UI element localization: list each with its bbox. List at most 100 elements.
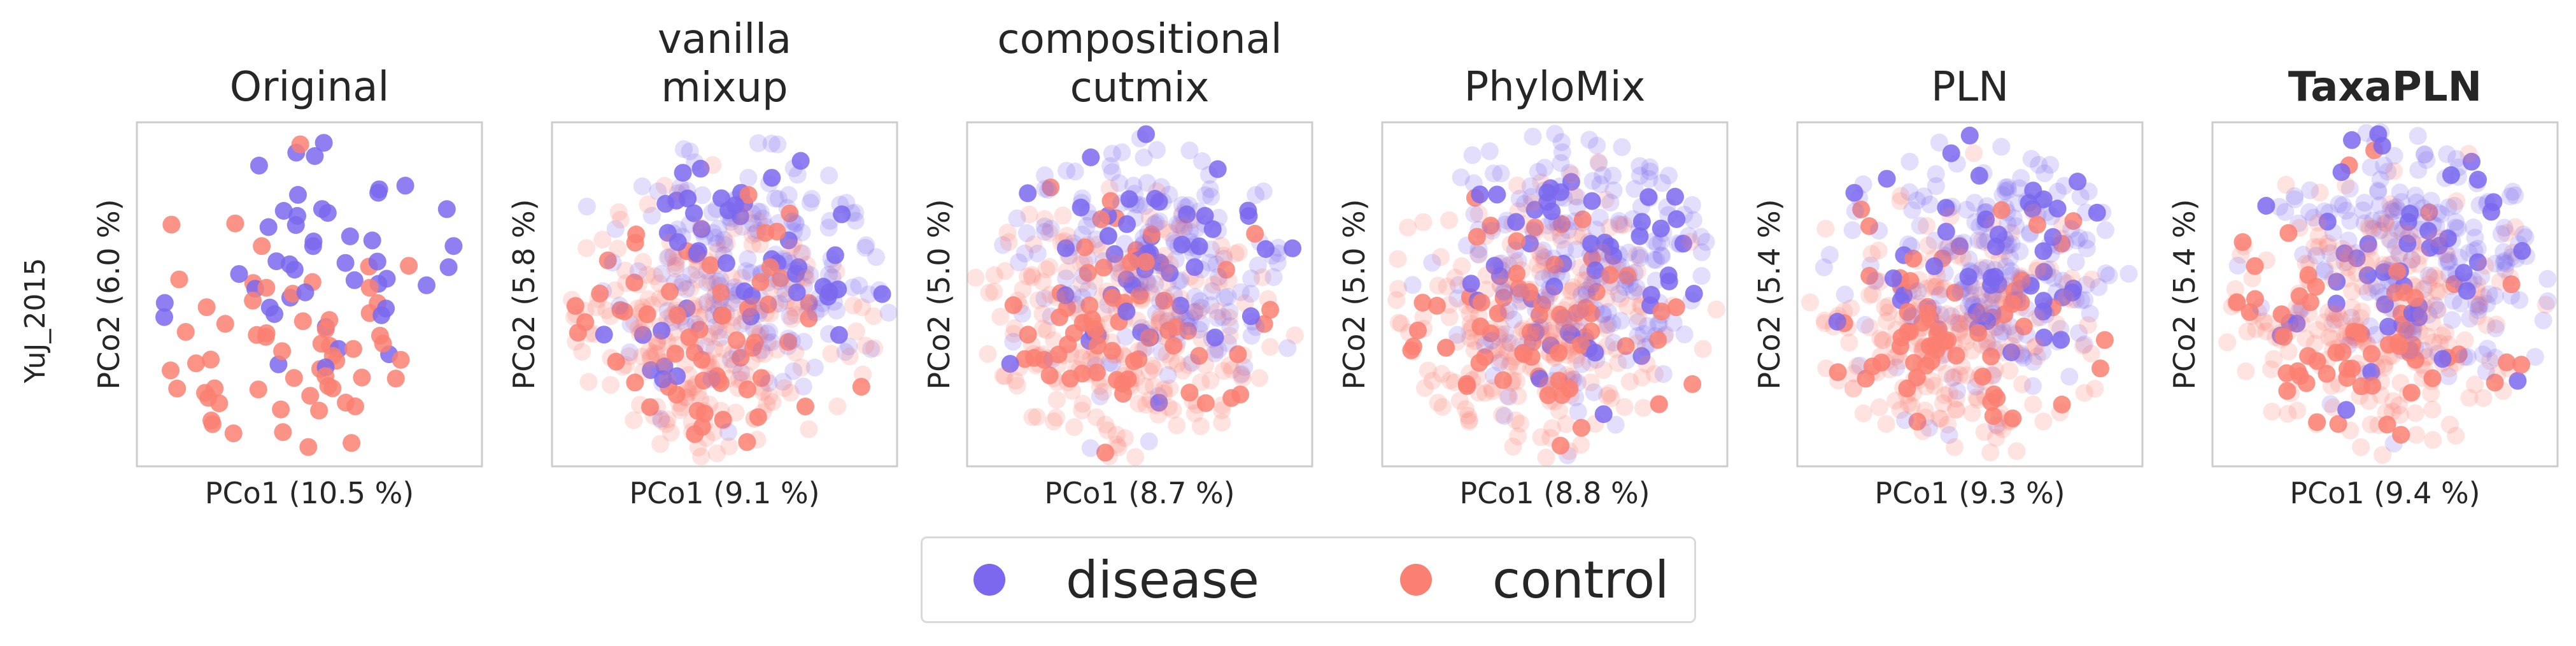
point-control (1179, 356, 1198, 375)
point-disease (2479, 340, 2496, 358)
point-control (1110, 269, 1129, 287)
point-disease (2438, 253, 2456, 271)
point-disease (1583, 275, 1601, 293)
panel-title-line: TaxaPLN (2288, 64, 2482, 111)
point-disease (1122, 194, 1140, 212)
point-control (666, 259, 684, 278)
point-control (2012, 298, 2030, 316)
point-control (648, 345, 666, 364)
point-disease (2534, 311, 2552, 329)
point-disease (1959, 297, 1978, 315)
point-control (1937, 364, 1956, 383)
point-control (2398, 385, 2417, 403)
point-control (1901, 272, 1920, 290)
y-axis-label: PCo2 (5.4 %) (2167, 199, 2202, 389)
point-control (1057, 300, 1075, 318)
point-disease (2394, 220, 2412, 238)
point-control (2279, 405, 2297, 423)
point-disease (1181, 238, 1200, 257)
point-control (1058, 288, 1077, 306)
point-disease (2316, 261, 2334, 279)
point-control (2480, 352, 2499, 370)
point-control (669, 248, 687, 267)
point-disease (2447, 213, 2465, 231)
point-control (1472, 293, 1490, 312)
point-control (374, 334, 392, 353)
point-disease (1993, 322, 2012, 341)
point-control (2360, 376, 2378, 394)
point-control (2498, 353, 2516, 371)
point-control (2005, 341, 2023, 360)
point-disease (788, 166, 807, 184)
point-control (658, 410, 677, 429)
point-control (1576, 271, 1595, 290)
point-disease (2416, 145, 2433, 164)
point-control (1168, 311, 1185, 329)
point-control (274, 423, 292, 441)
point-control (1543, 419, 1561, 437)
point-control (2330, 309, 2349, 327)
point-control (642, 347, 660, 366)
point-control (1938, 305, 1957, 323)
point-disease (682, 266, 700, 284)
point-disease (1629, 327, 1647, 345)
point-control (2053, 396, 2071, 413)
points-group (1801, 126, 2138, 462)
point-disease (1150, 394, 1168, 412)
point-control (2456, 331, 2474, 350)
point-disease (770, 294, 788, 313)
point-disease (1580, 131, 1599, 149)
point-control (1568, 227, 1587, 245)
point-control (639, 195, 657, 213)
point-disease (2468, 240, 2487, 258)
point-control (1936, 386, 1954, 405)
point-control (763, 393, 782, 412)
point-control (1157, 345, 1176, 364)
point-control (1801, 293, 1819, 312)
point-disease (611, 296, 629, 315)
point-control (346, 397, 364, 415)
point-disease (1448, 326, 1467, 344)
point-control (1477, 266, 1496, 284)
point-disease (779, 186, 798, 205)
point-disease (1215, 289, 1234, 307)
point-disease (1667, 210, 1686, 228)
point-disease (1001, 355, 1019, 373)
point-control (2352, 377, 2370, 396)
point-control (2537, 296, 2555, 314)
point-disease (2002, 262, 2020, 280)
point-disease (1578, 285, 1596, 303)
point-control (2384, 392, 2402, 410)
point-disease (677, 280, 695, 298)
point-disease (681, 142, 699, 161)
point-control (1204, 275, 1222, 294)
point-control (1463, 319, 1481, 337)
point-disease (2032, 192, 2051, 210)
point-control (2402, 384, 2421, 402)
point-disease (2304, 208, 2323, 227)
point-disease (1572, 285, 1590, 304)
point-control (1848, 357, 1867, 375)
point-disease (2081, 305, 2099, 323)
point-control (1567, 347, 1585, 364)
point-disease (1568, 198, 1587, 217)
point-control (2391, 373, 2410, 392)
point-disease (1586, 261, 1604, 280)
point-control (1582, 305, 1601, 322)
point-disease (1506, 241, 1524, 259)
point-disease (721, 350, 740, 368)
point-disease (1120, 190, 1138, 208)
point-disease (758, 324, 776, 343)
point-disease (2450, 248, 2468, 266)
point-control (1936, 344, 1955, 362)
point-disease (345, 271, 364, 289)
point-disease (2030, 155, 2048, 174)
point-disease (2358, 266, 2377, 284)
point-control (2488, 315, 2506, 334)
point-disease (1166, 250, 1185, 269)
point-disease (1583, 192, 1601, 210)
point-control (759, 295, 777, 313)
point-disease (1552, 133, 1571, 152)
point-disease (1925, 257, 1943, 275)
point-control (701, 256, 719, 275)
